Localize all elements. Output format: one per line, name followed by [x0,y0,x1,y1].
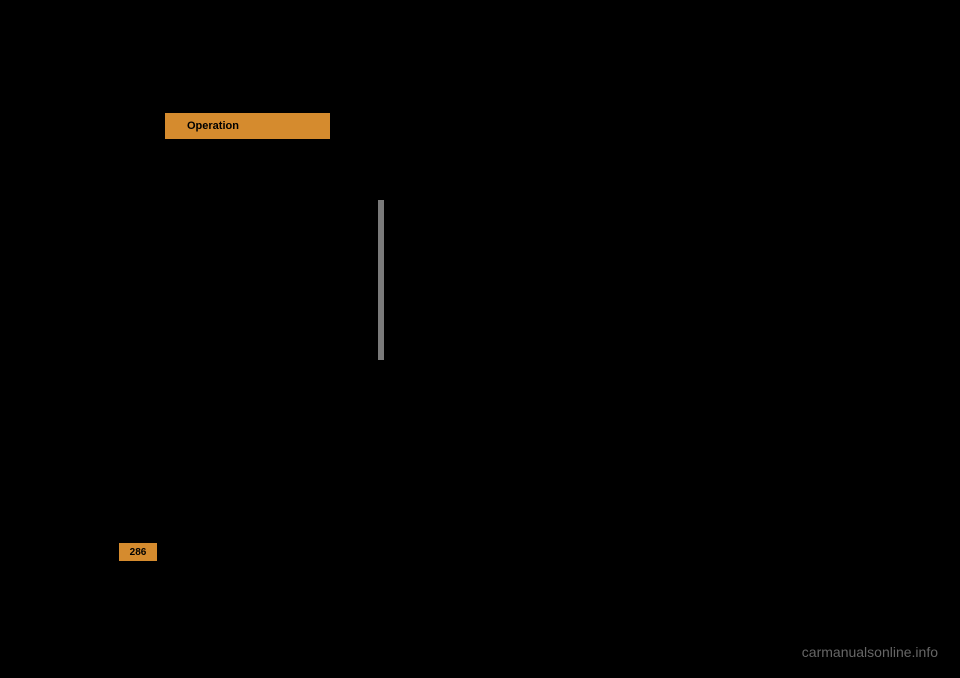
page-container: Operation 286 carmanualsonline.info [0,0,960,678]
section-tab: Operation [165,113,330,139]
page-number-box: 286 [119,543,157,561]
watermark: carmanualsonline.info [802,644,938,660]
section-tab-label: Operation [187,120,239,132]
vertical-divider [378,200,384,360]
page-number: 286 [130,547,147,558]
